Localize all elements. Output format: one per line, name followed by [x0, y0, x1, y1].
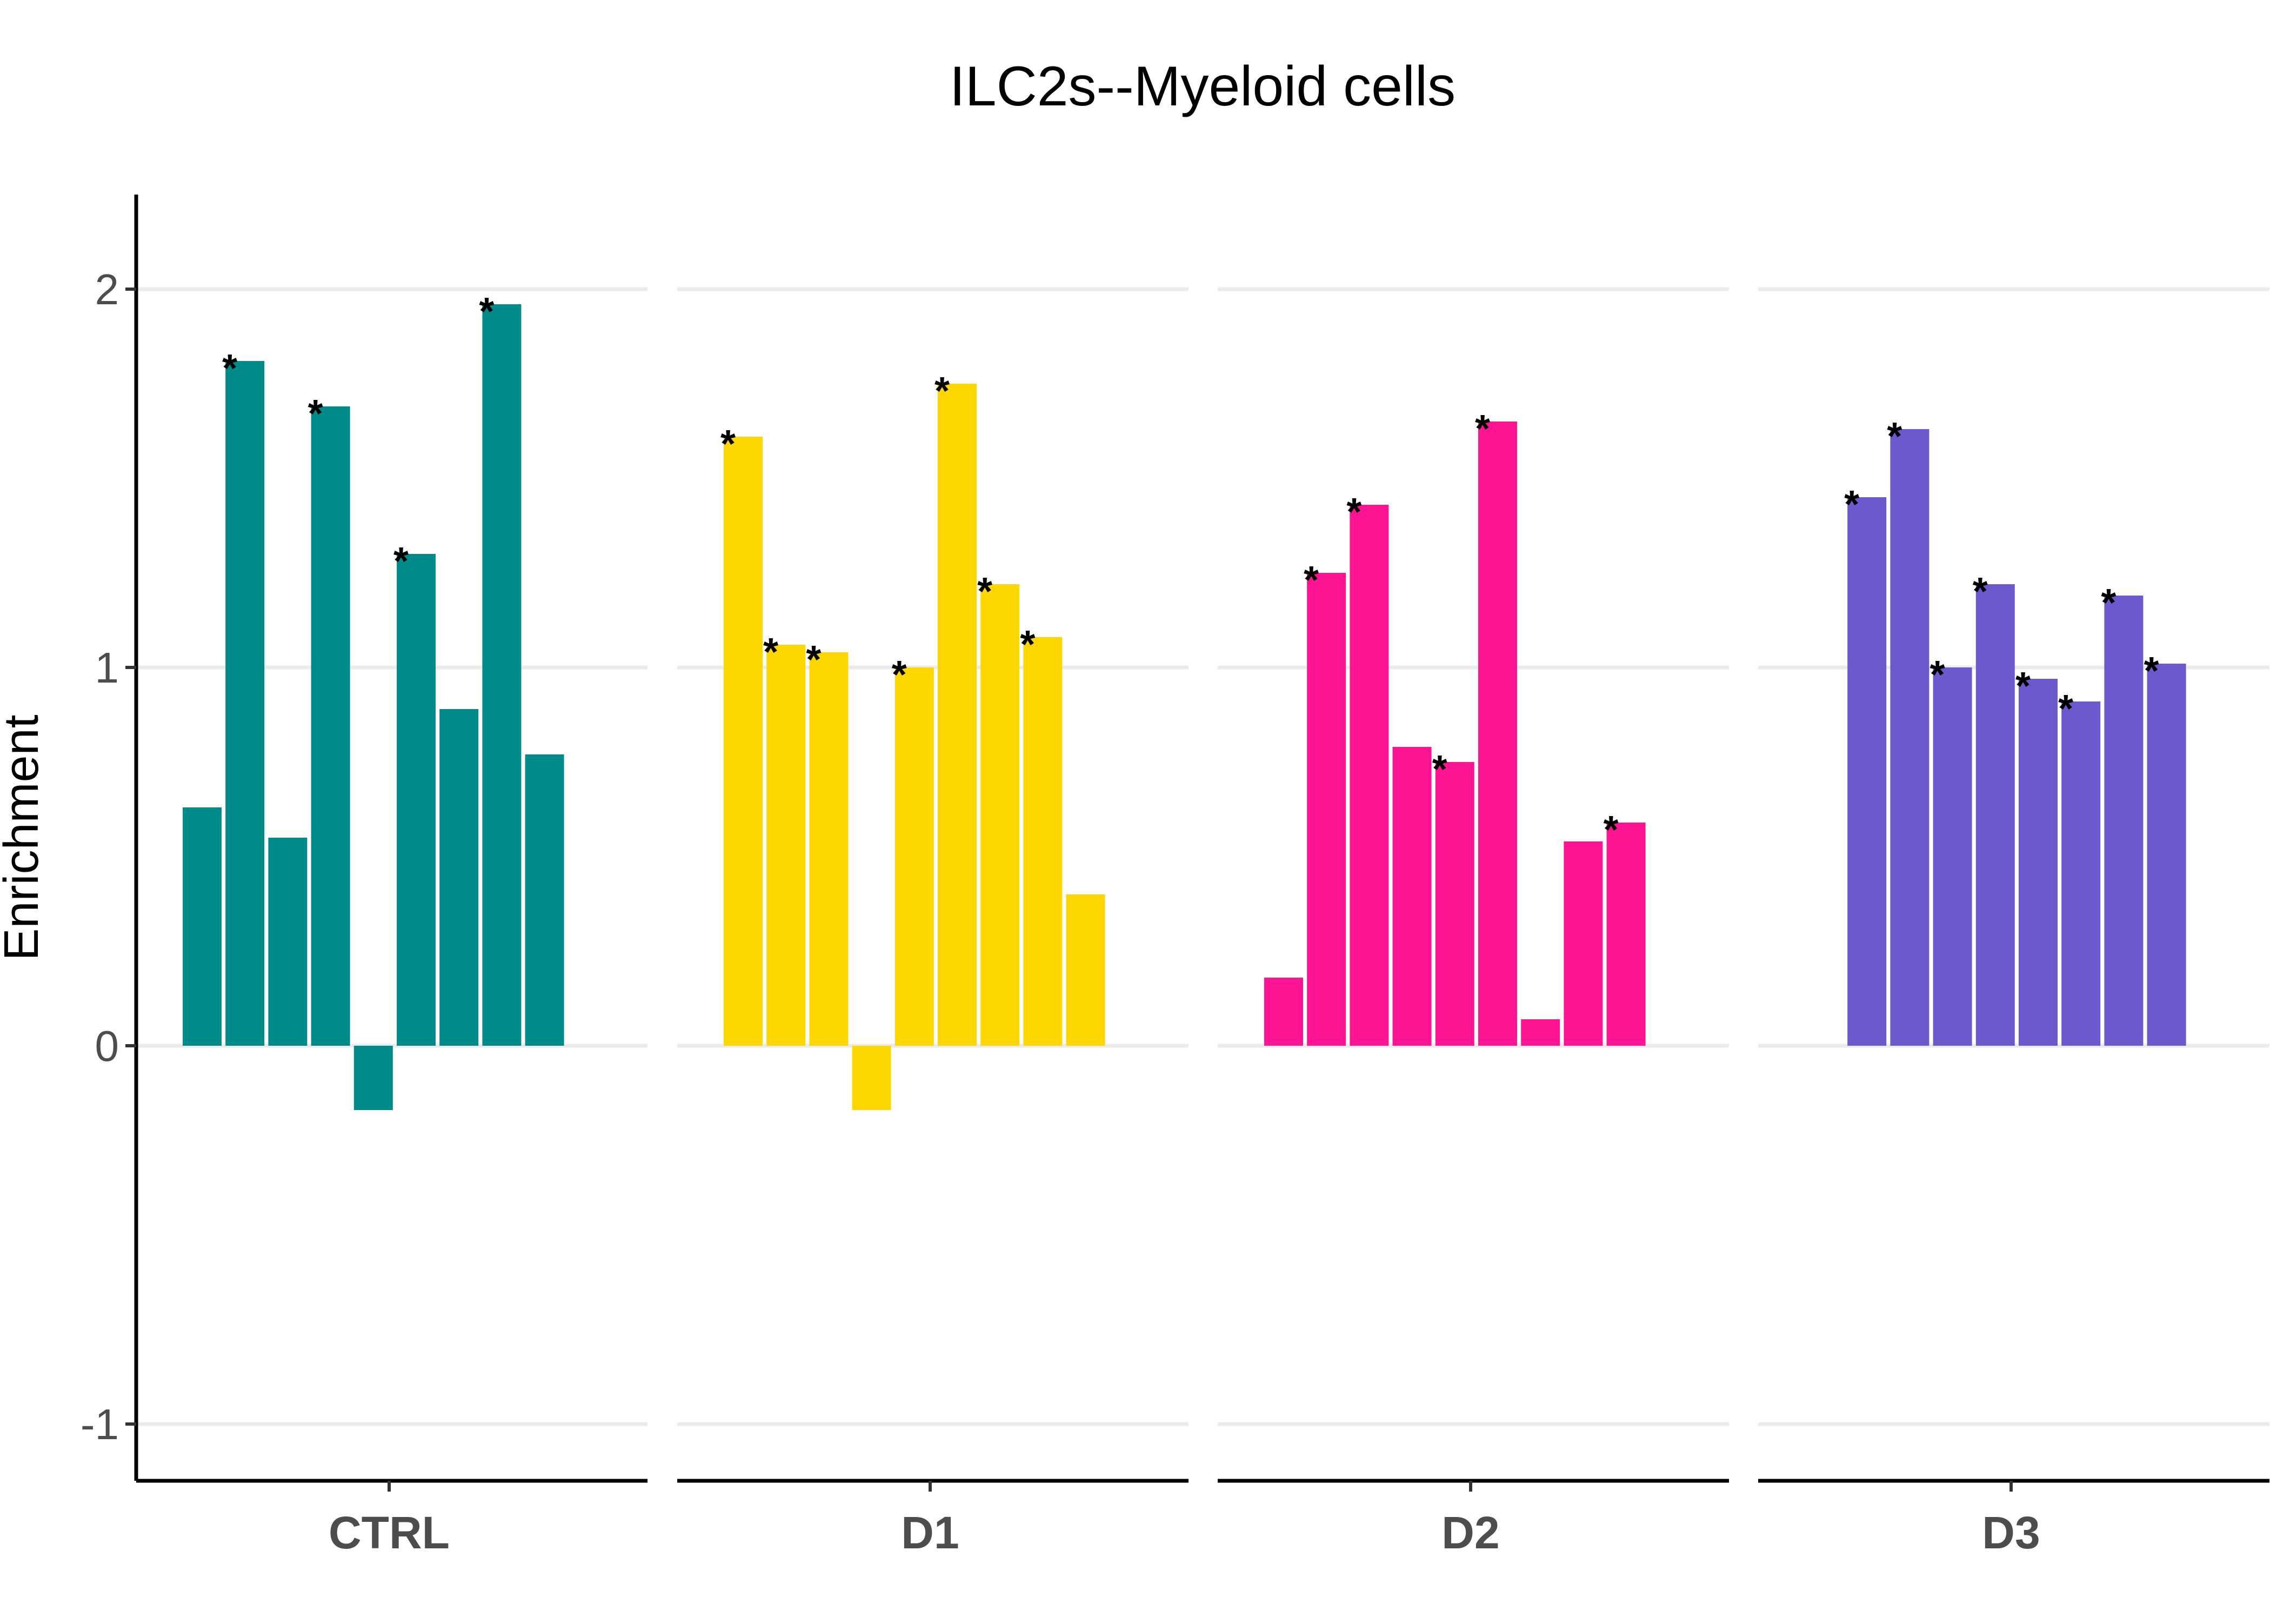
significance-star-ctrl-4: *	[308, 392, 323, 436]
significance-star-d2-2: *	[1304, 559, 1319, 602]
y-axis-label: Enrichment	[0, 714, 49, 960]
significance-star-d1-7: *	[977, 570, 992, 613]
y-tick-label--1: -1	[81, 1400, 119, 1448]
significance-star-d3-8: *	[2101, 582, 2116, 625]
bar-ctrl-2	[225, 361, 265, 1046]
facet-label-d3: D3	[1982, 1507, 2040, 1558]
significance-star-d3-3: *	[1887, 415, 1902, 458]
bar-d1-8	[1023, 637, 1063, 1046]
bar-d1-3	[809, 652, 849, 1046]
significance-star-d1-1: *	[720, 423, 736, 466]
bar-d1-2	[766, 645, 806, 1046]
significance-star-d1-2: *	[763, 631, 778, 674]
bar-d2-7	[1521, 1019, 1560, 1046]
chart-title: ILC2s--Myeloid cells	[950, 55, 1456, 118]
bars	[183, 304, 2186, 1110]
significance-star-d1-5: *	[892, 653, 907, 697]
y-tick-label-2: 2	[95, 265, 119, 313]
significance-star-d2-3: *	[1346, 491, 1361, 534]
significance-star-d2-6: *	[1475, 407, 1490, 451]
bar-d2-3	[1350, 505, 1389, 1046]
bar-ctrl-5	[353, 1046, 393, 1110]
bar-d3-4	[1933, 667, 1972, 1046]
bar-ctrl-9	[525, 754, 564, 1046]
facet-label-d2: D2	[1441, 1507, 1499, 1558]
bar-d3-9	[2147, 664, 2186, 1046]
significance-star-d1-8: *	[1020, 623, 1035, 666]
bar-d3-5	[1975, 584, 2015, 1046]
bar-d2-8	[1564, 841, 1603, 1046]
significance-star-d2-5: *	[1432, 748, 1447, 791]
bar-d1-6	[938, 384, 977, 1046]
significance-star-d1-3: *	[806, 638, 821, 681]
significance-star-d3-5: *	[1973, 570, 1988, 613]
significance-star-ctrl-6: *	[393, 540, 409, 583]
significance-star-d1-6: *	[934, 370, 950, 413]
bar-d3-2	[1847, 497, 1887, 1046]
bar-d3-8	[2104, 596, 2144, 1046]
bar-d1-1	[724, 437, 763, 1046]
y-tick-label-0: 0	[95, 1022, 119, 1070]
significance-star-d3-2: *	[1844, 483, 1859, 526]
significance-star-d3-6: *	[2015, 665, 2031, 708]
significance-star-ctrl-2: *	[222, 347, 237, 390]
bar-d1-9	[1066, 894, 1105, 1046]
bar-d2-5	[1435, 762, 1474, 1046]
significance-star-d3-7: *	[2058, 687, 2073, 731]
bar-d2-6	[1478, 422, 1517, 1046]
bar-ctrl-7	[439, 709, 479, 1046]
significance-markers: * * * * * * * * * * * * * * * * * * * * * * * *	[222, 290, 2159, 852]
facet-label-d1: D1	[901, 1507, 959, 1558]
y-tick-label-1: 1	[95, 644, 119, 692]
significance-star-ctrl-8: *	[479, 290, 494, 333]
bar-d3-6	[2019, 679, 2058, 1046]
bar-ctrl-6	[397, 554, 436, 1046]
axis-labels: -1 0 1 2 CTRL D1 D2 D3	[81, 265, 2040, 1558]
bar-d2-1	[1264, 978, 1303, 1046]
bar-d2-2	[1307, 573, 1346, 1046]
bar-ctrl-4	[311, 406, 350, 1046]
bar-d2-4	[1392, 747, 1432, 1046]
significance-star-d2-9: *	[1604, 808, 1619, 852]
bar-d3-3	[1890, 429, 1929, 1046]
bar-d3-7	[2061, 701, 2101, 1046]
bar-ctrl-1	[183, 807, 222, 1046]
bar-d1-5	[894, 667, 934, 1046]
axes	[125, 195, 2269, 1492]
significance-star-d3-9: *	[2144, 650, 2159, 693]
bar-d1-7	[980, 584, 1020, 1046]
bar-d2-9	[1606, 823, 1646, 1046]
bar-d1-4	[852, 1046, 891, 1110]
facet-label-ctrl: CTRL	[329, 1507, 450, 1558]
significance-star-d3-4: *	[1930, 653, 1945, 697]
bar-ctrl-3	[268, 838, 308, 1046]
bar-ctrl-8	[482, 304, 522, 1046]
